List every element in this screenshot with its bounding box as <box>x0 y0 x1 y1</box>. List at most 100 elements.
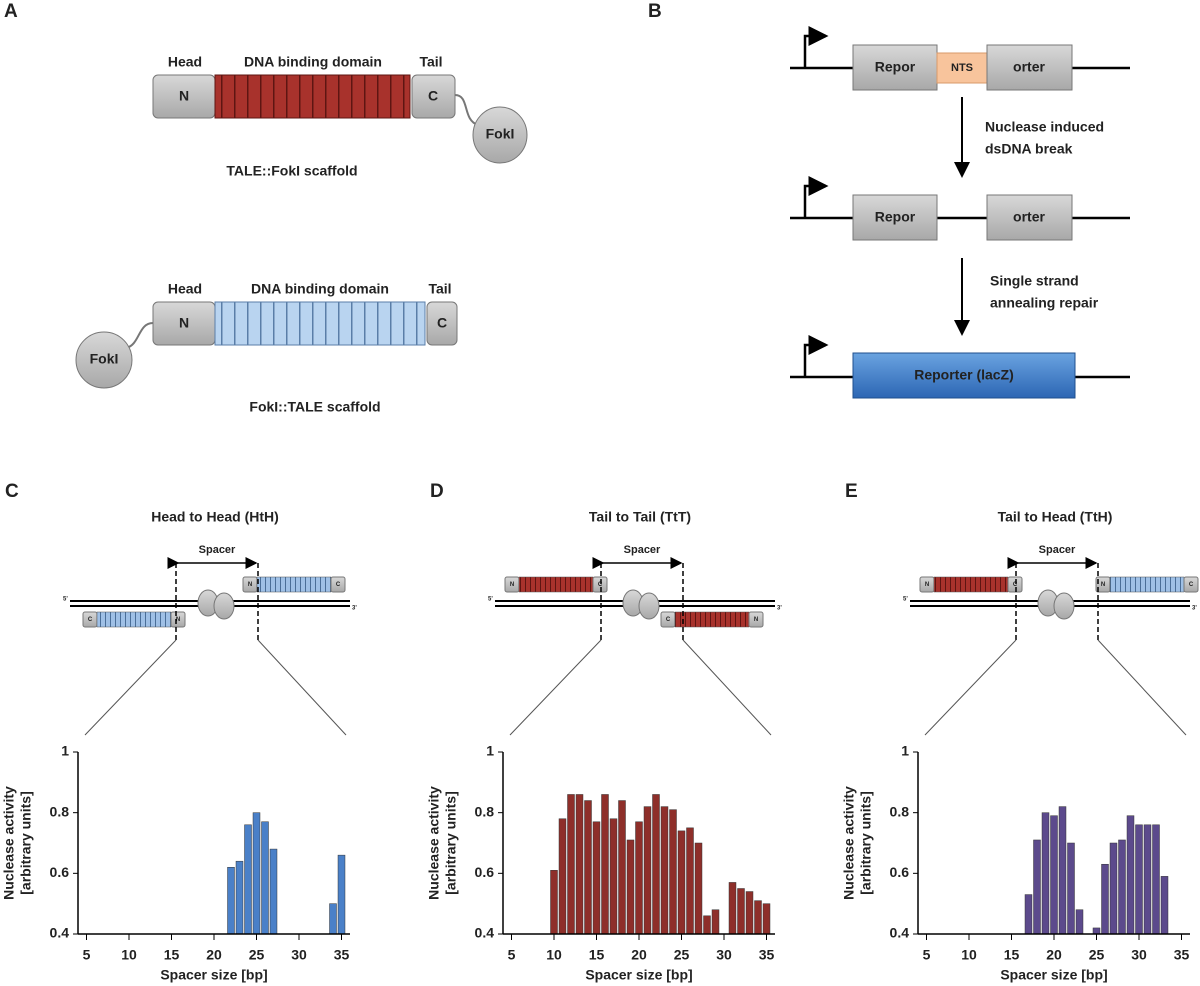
panel-letter: E <box>845 481 858 502</box>
bar <box>235 860 244 935</box>
y-tick-label: 0.4 <box>890 925 910 941</box>
bar <box>762 903 771 935</box>
chart-title: Tail to Tail (TtT) <box>589 509 691 525</box>
bar <box>567 794 575 935</box>
bar <box>1058 806 1067 935</box>
terminus-box <box>592 576 608 593</box>
bar <box>677 830 686 935</box>
zoom-line <box>257 639 347 736</box>
bar <box>1135 824 1143 935</box>
x-tick-label: 25 <box>674 947 690 963</box>
panel-letter: D <box>430 481 444 502</box>
n-label: N <box>1101 582 1105 588</box>
bar <box>269 848 278 935</box>
x-tick-label: 15 <box>164 947 180 963</box>
y-axis-label: Nuclease activity <box>841 786 857 900</box>
x-tick-label: 35 <box>1174 947 1190 963</box>
bar <box>1075 909 1084 935</box>
x-tick-label: 35 <box>759 947 775 963</box>
tail-label: Tail <box>428 281 451 297</box>
linker <box>125 322 154 349</box>
x-tick-label: 35 <box>334 947 350 963</box>
five-prime: 5' <box>903 597 908 603</box>
bar <box>686 827 694 935</box>
tail-label: Tail <box>419 54 442 70</box>
binding-domain <box>214 301 426 346</box>
x-axis-label: Spacer size [bp] <box>585 967 692 983</box>
x-tick-label: 10 <box>961 947 977 963</box>
y-axis-label: [arbitrary units] <box>443 791 459 894</box>
three-prime: 3' <box>352 606 357 612</box>
x-tick-label: 15 <box>589 947 605 963</box>
y-tick-label: 0.6 <box>475 864 495 880</box>
bar <box>261 821 269 935</box>
bar <box>1067 842 1075 935</box>
n-label: N <box>179 315 189 331</box>
foki <box>75 331 133 389</box>
y-axis-label: [arbitrary units] <box>18 791 34 894</box>
c-box <box>411 74 456 119</box>
binding-domain <box>933 576 1009 593</box>
bar <box>745 891 754 935</box>
x-tick-label: 30 <box>716 947 732 963</box>
foki-label: FokI <box>486 126 515 142</box>
spacer-label: Spacer <box>624 544 661 556</box>
bar <box>244 824 252 935</box>
foki-label: FokI <box>90 351 119 367</box>
x-tick-label: 10 <box>546 947 562 963</box>
x-tick-label: 10 <box>121 947 137 963</box>
reporter-box <box>852 352 1076 399</box>
y-tick-label: 1 <box>901 743 909 759</box>
chart-title: Head to Head (HtH) <box>151 509 279 525</box>
bar <box>1126 815 1135 935</box>
bar <box>558 818 567 935</box>
spacer-label: Spacer <box>199 544 236 556</box>
gene-label: orter <box>1013 59 1045 75</box>
y-axis-label: Nuclease activity <box>426 786 442 900</box>
bar <box>711 909 720 935</box>
chart-title: Tail to Head (TtH) <box>998 509 1113 525</box>
x-tick-label: 5 <box>923 947 931 963</box>
y-tick-label: 1 <box>486 743 494 759</box>
domain-label: DNA binding domain <box>244 54 382 70</box>
bar <box>550 870 558 935</box>
y-tick-label: 0.8 <box>475 803 495 819</box>
bar <box>669 809 677 935</box>
binding-domain <box>96 611 172 628</box>
terminus-box <box>1007 576 1023 593</box>
x-tick-label: 25 <box>249 947 265 963</box>
x-tick-label: 20 <box>1046 947 1062 963</box>
bar <box>626 839 635 935</box>
bar <box>1024 894 1033 935</box>
bar <box>1092 927 1101 935</box>
x-tick-label: 30 <box>1131 947 1147 963</box>
zoom-line <box>1097 639 1187 736</box>
gene-box <box>852 44 938 91</box>
binding-domain <box>1109 576 1185 593</box>
step-label: dsDNA break <box>985 141 1073 157</box>
y-tick-label: 0.8 <box>50 803 70 819</box>
nts-box <box>936 52 988 84</box>
n-label: N <box>925 582 929 588</box>
nts-label: NTS <box>951 62 973 74</box>
bar <box>601 794 609 935</box>
reporter-step <box>790 26 1130 379</box>
foki <box>472 106 528 164</box>
bar <box>329 903 337 935</box>
bar <box>652 794 660 935</box>
x-tick-label: 5 <box>83 947 91 963</box>
bar <box>1109 842 1118 935</box>
x-tick-label: 20 <box>631 947 647 963</box>
c-label: C <box>1013 582 1018 588</box>
y-tick-label: 0.6 <box>890 864 910 880</box>
five-prime: 5' <box>488 597 493 603</box>
foki <box>638 592 660 620</box>
n-label: N <box>754 617 758 623</box>
c-label: C <box>88 617 93 623</box>
x-tick-label: 30 <box>291 947 307 963</box>
n-label: N <box>176 617 180 623</box>
head-label: Head <box>168 281 202 297</box>
x-tick-label: 20 <box>206 947 222 963</box>
x-tick-label: 5 <box>508 947 516 963</box>
